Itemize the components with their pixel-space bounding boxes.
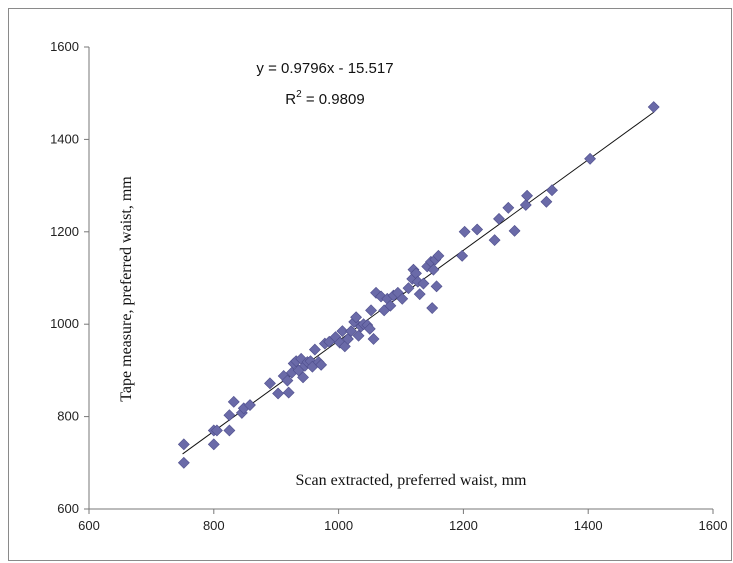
chart-frame: 600 800 1000 1200 1400 1600 600 800 1000 1200 140… — [8, 8, 732, 561]
data-point — [417, 277, 430, 290]
x-tick-label: 1000 — [324, 518, 353, 533]
r-squared-label: R2 = 0.9809 — [285, 89, 364, 108]
r-squared-r: R — [285, 91, 296, 108]
r-squared-sup: 2 — [296, 89, 302, 100]
data-point — [264, 377, 276, 390]
data-point — [336, 325, 349, 338]
data-point — [488, 234, 501, 247]
data-point — [647, 101, 660, 113]
data-point — [427, 263, 440, 276]
x-tick-label: 800 — [203, 518, 225, 533]
data-point — [177, 456, 190, 469]
data-point — [540, 195, 553, 208]
axes — [84, 46, 714, 514]
x-tick-label: 1400 — [574, 518, 603, 533]
data-points — [177, 101, 660, 469]
x-tick-labels: 600 800 1000 1200 1400 1600 — [78, 518, 727, 533]
data-point — [456, 249, 469, 262]
data-point — [546, 184, 558, 197]
data-point — [519, 199, 532, 211]
x-tick-label: 600 — [78, 518, 100, 533]
data-point — [223, 409, 236, 422]
data-point — [363, 322, 376, 335]
y-axis-title: Tape measure, preferred waist, mm — [118, 176, 135, 402]
y-tick-label: 1400 — [50, 131, 79, 146]
trendline-equation: y = 0.9796x - 15.517 — [256, 60, 393, 77]
data-point — [308, 343, 321, 356]
data-point — [272, 387, 284, 400]
data-point — [493, 212, 505, 225]
y-tick-label: 600 — [57, 501, 79, 516]
r-squared-value: = 0.9809 — [302, 91, 365, 108]
data-point — [521, 189, 533, 202]
y-tick-labels: 600 800 1000 1200 1400 1600 — [50, 39, 79, 516]
data-point — [315, 358, 328, 371]
data-point — [367, 333, 380, 345]
data-point — [471, 223, 484, 236]
data-point — [297, 371, 309, 384]
data-point — [227, 395, 240, 408]
data-point — [384, 299, 397, 312]
x-tick-label: 1600 — [699, 518, 728, 533]
data-point — [508, 224, 521, 237]
data-point — [365, 304, 377, 317]
data-point — [432, 249, 445, 262]
x-tick-label: 1200 — [449, 518, 478, 533]
data-point — [345, 325, 358, 338]
data-point — [207, 438, 220, 451]
data-point — [413, 288, 426, 301]
data-point — [177, 438, 190, 451]
data-point — [244, 399, 256, 411]
y-tick-label: 1600 — [50, 39, 79, 54]
data-point — [584, 152, 596, 165]
data-point — [282, 386, 295, 399]
data-point — [352, 329, 365, 342]
data-point — [426, 302, 439, 314]
data-point — [402, 282, 415, 295]
x-axis-title: Scan extracted, preferred waist, mm — [295, 472, 527, 489]
y-tick-label: 800 — [57, 409, 79, 424]
data-point — [458, 225, 471, 238]
data-point — [396, 292, 409, 305]
data-point — [350, 311, 362, 324]
data-point — [430, 280, 443, 293]
y-tick-label: 1000 — [50, 316, 79, 331]
data-point — [210, 424, 223, 437]
data-point — [281, 374, 294, 387]
y-tick-label: 1200 — [50, 224, 79, 239]
scatter-chart: 600 800 1000 1200 1400 1600 600 800 1000 1200 140… — [50, 39, 727, 533]
data-point — [223, 424, 236, 437]
data-point — [502, 201, 515, 214]
